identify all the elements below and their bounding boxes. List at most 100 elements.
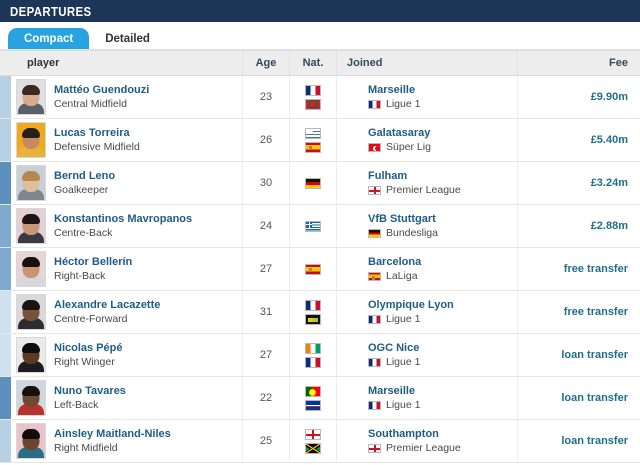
flag-icon: [368, 185, 381, 195]
table-head: player Age Nat. Joined Fee: [0, 50, 640, 76]
club-logo[interactable]: [345, 304, 361, 321]
tab-detailed[interactable]: Detailed: [89, 28, 166, 50]
club-logo[interactable]: [345, 218, 361, 235]
flag-icon: [305, 84, 321, 96]
player-photo[interactable]: [16, 423, 46, 459]
club-logo[interactable]: [345, 261, 361, 278]
league-name[interactable]: Premier League: [386, 442, 461, 454]
club-name[interactable]: Galatasaray: [368, 127, 431, 139]
player-age: 27: [242, 247, 290, 291]
club-logo[interactable]: [345, 347, 361, 364]
table-row[interactable]: Nuno Tavares Left-Back 22 Marseille Ligu…: [0, 376, 640, 420]
flag-icon: [305, 263, 321, 275]
flag-icon: [368, 271, 381, 281]
nationality-cell: [289, 247, 337, 291]
league-name[interactable]: Ligue 1: [386, 356, 421, 368]
league-name[interactable]: Premier League: [386, 184, 461, 196]
club-logo[interactable]: [345, 433, 361, 450]
table-row[interactable]: Lucas Torreira Defensive Midfield 26 Gal…: [0, 118, 640, 162]
flag-icon: [305, 313, 321, 325]
joined-cell: Barcelona LaLiga: [336, 247, 518, 291]
header-fee[interactable]: Fee: [517, 50, 640, 76]
position-group-bar-cell: [0, 204, 11, 248]
transfer-fee: £3.24m: [517, 161, 640, 205]
club-logo[interactable]: [345, 390, 361, 407]
league-name[interactable]: Süper Lig: [386, 141, 431, 153]
position-group-bar: [0, 291, 11, 333]
player-photo[interactable]: [16, 79, 46, 115]
table-row[interactable]: Alexandre Lacazette Centre-Forward 31 Ol…: [0, 290, 640, 334]
header-age[interactable]: Age: [242, 50, 290, 76]
header-nationality[interactable]: Nat.: [289, 50, 337, 76]
nationality-cell: [289, 204, 337, 248]
player-photo[interactable]: [16, 251, 46, 287]
club-name[interactable]: Olympique Lyon: [368, 299, 454, 311]
club-name[interactable]: Barcelona: [368, 256, 422, 268]
tab-compact[interactable]: Compact: [8, 28, 90, 50]
table-row[interactable]: Bernd Leno Goalkeeper 30 Fulham Premier …: [0, 161, 640, 205]
table-row[interactable]: Héctor Bellerín Right-Back 27 Barcelona …: [0, 247, 640, 291]
transfer-fee: loan transfer: [517, 333, 640, 377]
league-name[interactable]: Bundesliga: [386, 227, 438, 239]
club-name[interactable]: Fulham: [368, 170, 408, 182]
player-name[interactable]: Nicolas Pépé: [54, 342, 123, 354]
league-name[interactable]: Ligue 1: [386, 399, 421, 411]
player-photo[interactable]: [16, 208, 46, 244]
table-row[interactable]: Ainsley Maitland-Niles Right Midfield 25…: [0, 419, 640, 463]
player-photo[interactable]: [16, 122, 46, 158]
flag-icon: [368, 99, 381, 109]
player-cell: Héctor Bellerín Right-Back: [11, 247, 243, 291]
player-cell: Konstantinos Mavropanos Centre-Back: [11, 204, 243, 248]
player-photo[interactable]: [16, 337, 46, 373]
position-group-bar-cell: [0, 419, 11, 463]
position-group-bar-cell: [0, 247, 11, 291]
player-age: 25: [242, 419, 290, 463]
position-group-bar: [0, 420, 11, 462]
player-name[interactable]: Nuno Tavares: [54, 385, 126, 397]
transfer-fee: £2.88m: [517, 204, 640, 248]
league-name[interactable]: Ligue 1: [386, 98, 421, 110]
player-position: Left-Back: [54, 399, 99, 411]
club-name[interactable]: OGC Nice: [368, 342, 420, 354]
player-photo[interactable]: [16, 165, 46, 201]
player-name[interactable]: Bernd Leno: [54, 170, 116, 182]
player-name[interactable]: Alexandre Lacazette: [54, 299, 161, 311]
player-photo[interactable]: [16, 380, 46, 416]
club-name[interactable]: Southampton: [368, 428, 439, 440]
player-name[interactable]: Mattéo Guendouzi: [54, 84, 150, 96]
league-name[interactable]: LaLiga: [386, 270, 418, 282]
player-name[interactable]: Konstantinos Mavropanos: [54, 213, 193, 225]
header-position-bar: [0, 50, 11, 76]
flag-icon: [305, 342, 321, 354]
position-group-bar: [0, 248, 11, 290]
flag-icon: [305, 442, 321, 454]
table-row[interactable]: Konstantinos Mavropanos Centre-Back 24 V…: [0, 204, 640, 248]
club-logo[interactable]: [345, 132, 361, 149]
player-name[interactable]: Héctor Bellerín: [54, 256, 133, 268]
player-cell: Bernd Leno Goalkeeper: [11, 161, 243, 205]
table-row[interactable]: Nicolas Pépé Right Winger 27 OGC Nice Li…: [0, 333, 640, 377]
header-joined[interactable]: Joined: [336, 50, 518, 76]
player-age: 24: [242, 204, 290, 248]
club-logo[interactable]: [345, 89, 361, 106]
position-group-bar-cell: [0, 75, 11, 119]
flag-icon: [305, 141, 321, 153]
club-name[interactable]: Marseille: [368, 84, 416, 96]
table-body: Mattéo Guendouzi Central Midfield 23 Mar…: [0, 75, 640, 463]
position-group-bar: [0, 76, 11, 118]
joined-cell: Olympique Lyon Ligue 1: [336, 290, 518, 334]
flag-icon: [368, 400, 381, 410]
club-name[interactable]: VfB Stuttgart: [368, 213, 436, 225]
player-age: 31: [242, 290, 290, 334]
club-name[interactable]: Marseille: [368, 385, 416, 397]
league-name[interactable]: Ligue 1: [386, 313, 421, 325]
player-name[interactable]: Ainsley Maitland-Niles: [54, 428, 171, 440]
player-name[interactable]: Lucas Torreira: [54, 127, 130, 139]
header-player[interactable]: player: [11, 50, 243, 76]
joined-cell: Galatasaray Süper Lig: [336, 118, 518, 162]
club-logo[interactable]: [345, 175, 361, 192]
player-photo[interactable]: [16, 294, 46, 330]
page-title: DEPARTURES: [10, 3, 92, 19]
player-cell: Mattéo Guendouzi Central Midfield: [11, 75, 243, 119]
table-row[interactable]: Mattéo Guendouzi Central Midfield 23 Mar…: [0, 75, 640, 119]
